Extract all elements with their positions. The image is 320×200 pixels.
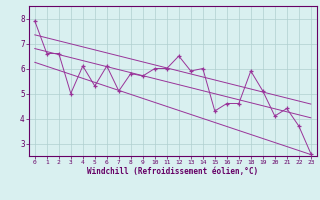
X-axis label: Windchill (Refroidissement éolien,°C): Windchill (Refroidissement éolien,°C) (87, 167, 258, 176)
